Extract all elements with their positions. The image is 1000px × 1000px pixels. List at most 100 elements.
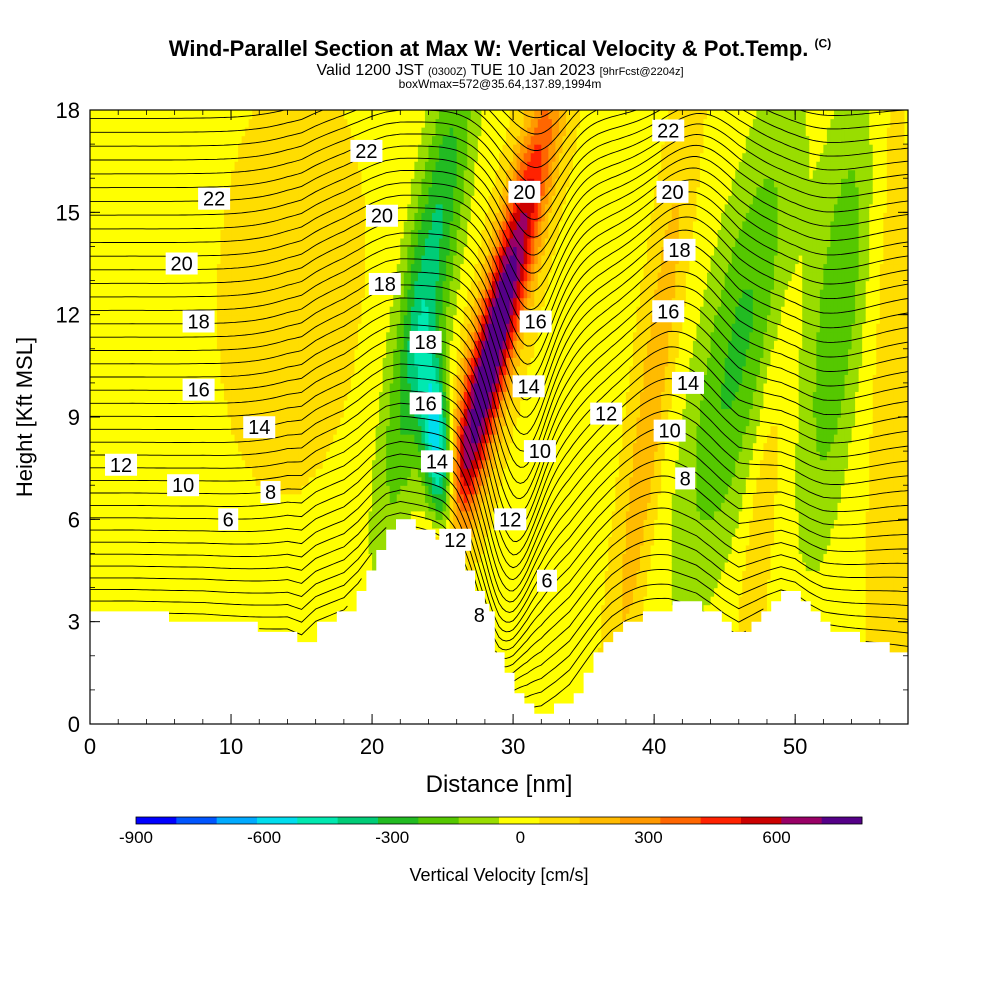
y-tick-label: 3 [68, 610, 80, 635]
theta-contour [90, 475, 908, 633]
theta-label-bg [590, 402, 623, 425]
theta-contour [90, 300, 908, 500]
colorbar-tick-label: 600 [762, 828, 790, 847]
x-tick-label: 20 [360, 734, 384, 759]
theta-contour [516, 110, 554, 119]
theta-label: 18 [187, 311, 209, 333]
y-tick-label: 15 [56, 200, 80, 225]
theta-label-bg [656, 180, 689, 203]
theta-label: 10 [659, 421, 681, 443]
colorbar-swatch [660, 817, 702, 824]
theta-label-bg [469, 603, 490, 626]
theta-contour [90, 216, 908, 401]
theta-label-bg [494, 508, 527, 531]
theta-label: 6 [223, 509, 234, 531]
y-tick-label: 12 [56, 303, 80, 328]
x-tick-label: 0 [84, 734, 96, 759]
theta-label: 22 [203, 189, 225, 211]
theta-contour [90, 33, 908, 101]
theta-label-bg [105, 453, 138, 476]
colorbar-label: Vertical Velocity [cm/s] [409, 865, 588, 885]
theta-contour-labels: 22 20 18 16 14 12 10 8 6 22 20 18 18 16 14 12 8 20 16 14 10 1… [105, 119, 704, 627]
colorbar-swatch [418, 817, 460, 824]
theta-contour [90, 144, 908, 292]
theta-contour [90, 501, 908, 651]
theta-contour [90, 315, 908, 514]
theta-label: 14 [248, 417, 270, 439]
theta-contour [90, 110, 908, 185]
theta-contour [90, 271, 908, 468]
theta-label-bg [420, 450, 453, 473]
theta-label: 16 [187, 380, 209, 402]
theta-label: 20 [661, 182, 683, 204]
theta-label-bg [653, 419, 686, 442]
theta-label: 22 [355, 141, 377, 163]
theta-contour [90, 23, 908, 86]
theta-label-bg [198, 187, 231, 210]
y-axis-label: Height [Kft MSL] [12, 337, 37, 497]
theta-contour [90, 489, 908, 642]
colorbar-tick-label: -300 [375, 828, 409, 847]
colorbar-swatch [700, 817, 742, 824]
theta-label: 14 [517, 376, 539, 398]
theta-label: 20 [371, 206, 393, 228]
theta-contour [90, 110, 908, 168]
theta-contour [90, 203, 908, 383]
colorbar-swatch [821, 817, 863, 824]
theta-label: 8 [680, 468, 691, 490]
colorbar-swatch [579, 817, 621, 824]
theta-contour [90, 156, 908, 311]
colorbar-tick-label: -900 [119, 828, 153, 847]
theta-contour [90, 552, 908, 676]
theta-contour [90, 410, 908, 592]
theta-label: 12 [110, 455, 132, 477]
theta-label-bg [519, 310, 552, 333]
theta-contour [90, 13, 908, 70]
theta-label-bg [350, 139, 383, 162]
theta-label: 10 [529, 441, 551, 463]
chart-title: Wind-Parallel Section at Max W: Vertical… [0, 36, 1000, 62]
colorbar-swatch [499, 817, 540, 824]
theta-label: 20 [171, 254, 193, 276]
theta-contour [90, 110, 568, 135]
theta-contour [90, 378, 908, 569]
theta-label: 16 [415, 393, 437, 415]
theta-label: 18 [668, 240, 690, 262]
theta-label: 18 [415, 332, 437, 354]
theta-label-bg [671, 371, 704, 394]
theta-contour [90, 110, 908, 203]
theta-label: 18 [374, 274, 396, 296]
chart-box-info: boxWmax=572@35.64,137.89,1994m [0, 77, 1000, 91]
theta-label-bg [167, 474, 200, 497]
theta-contour [90, 394, 908, 581]
terrain-mask [90, 519, 908, 725]
colorbar: -900 -600 -300 0 300 600 [119, 816, 863, 847]
theta-contour [90, 243, 908, 435]
theta-label-bg [243, 416, 276, 439]
theta-label-bg [512, 375, 545, 398]
theta-label-bg [508, 180, 541, 203]
theta-contour [90, 285, 908, 484]
colorbar-swatch [176, 817, 218, 824]
theta-contour [90, 133, 908, 274]
theta-label-bg [260, 481, 281, 504]
theta-contour [90, 330, 908, 529]
theta-label-bg [439, 528, 472, 551]
theta-contour [90, 229, 908, 418]
theta-label-bg [652, 119, 685, 142]
y-tick-label: 9 [68, 405, 80, 430]
y-tick-label: 0 [68, 712, 80, 737]
chart-subtitle: Valid 1200 JST (0300Z) TUE 10 Jan 2023 [… [0, 62, 1000, 80]
theta-contour [90, 191, 908, 365]
x-tick-label: 30 [501, 734, 525, 759]
theta-label-bg [218, 508, 239, 531]
theta-label: 22 [657, 120, 679, 142]
theta-label-bg [536, 569, 557, 592]
theta-contour [530, 613, 648, 709]
theta-label: 20 [513, 182, 535, 204]
colorbar-swatch [378, 817, 419, 824]
theta-label-bg [409, 330, 442, 353]
theta-label: 12 [444, 530, 466, 552]
y-tick-label: 18 [56, 98, 80, 123]
